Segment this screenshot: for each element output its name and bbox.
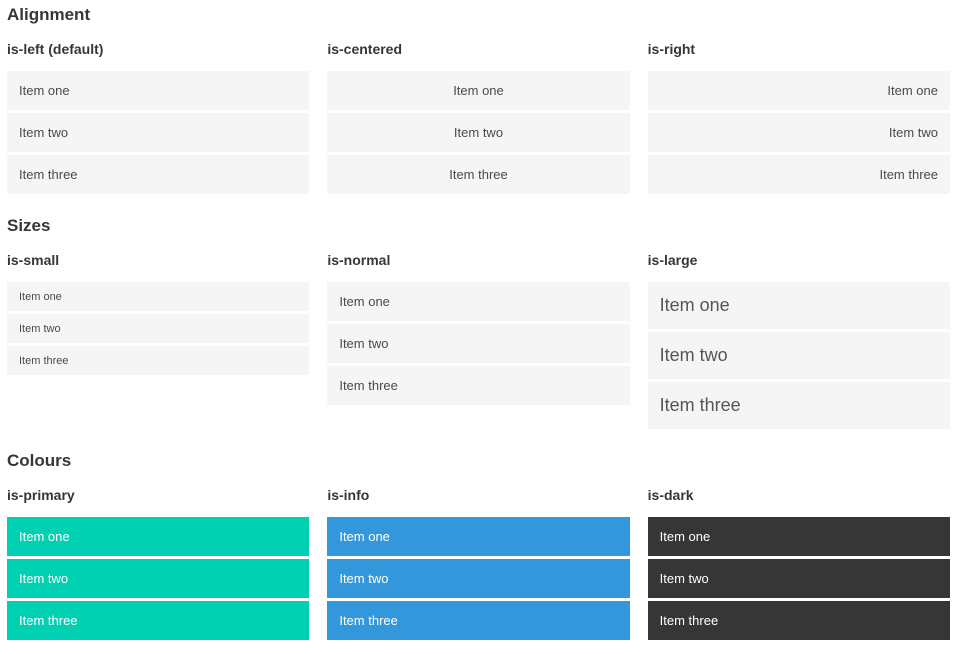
- item-list-normal: Item one Item two Item three: [327, 282, 630, 405]
- sizes-grid: is-small Item one Item two Item three is…: [7, 237, 950, 432]
- list-item: Item two: [327, 113, 630, 152]
- colours-grid: is-primary Item one Item two Item three …: [7, 472, 950, 643]
- list-item: Item one: [647, 71, 950, 110]
- list-item: Item three: [7, 346, 310, 375]
- section-title-alignment: Alignment: [7, 5, 91, 24]
- list-item: Item two: [7, 314, 310, 343]
- item-list-primary: Item one Item two Item three: [7, 517, 310, 640]
- column-is-centered: is-centered Item one Item two Item three: [327, 26, 630, 197]
- section-title-sizes: Sizes: [7, 216, 51, 235]
- list-item: Item two: [647, 559, 950, 598]
- list-item: Item two: [327, 559, 630, 598]
- section-alignment: Alignment is-left (default) Item one Ite…: [7, 4, 950, 197]
- list-item: Item three: [327, 366, 630, 405]
- list-item: Item one: [647, 517, 950, 556]
- group-label-is-centered: is-centered: [327, 41, 403, 57]
- list-item: Item two: [647, 113, 950, 152]
- column-is-normal: is-normal Item one Item two Item three: [327, 237, 630, 408]
- item-list-large: Item one Item two Item three: [647, 282, 950, 429]
- list-item: Item three: [7, 601, 310, 640]
- list-item: Item three: [647, 155, 950, 194]
- list-item: Item three: [7, 155, 310, 194]
- list-item: Item one: [647, 282, 950, 329]
- column-is-info: is-info Item one Item two Item three: [327, 472, 630, 643]
- item-list-small: Item one Item two Item three: [7, 282, 310, 375]
- list-item: Item two: [647, 332, 950, 379]
- item-list-right: Item one Item two Item three: [647, 71, 950, 194]
- list-item: Item three: [647, 601, 950, 640]
- column-is-right: is-right Item one Item two Item three: [647, 26, 950, 197]
- item-list-centered: Item one Item two Item three: [327, 71, 630, 194]
- list-item: Item one: [7, 71, 310, 110]
- list-item: Item one: [7, 517, 310, 556]
- group-label-is-normal: is-normal: [327, 252, 391, 268]
- group-label-is-dark: is-dark: [647, 487, 694, 503]
- group-label-is-primary: is-primary: [7, 487, 75, 503]
- group-label-is-right: is-right: [647, 41, 696, 57]
- list-item: Item three: [327, 155, 630, 194]
- section-colours: Colours is-primary Item one Item two Ite…: [7, 450, 950, 643]
- group-label-is-info: is-info: [327, 487, 370, 503]
- list-item: Item one: [7, 282, 310, 311]
- group-label-is-small: is-small: [7, 252, 60, 268]
- column-is-dark: is-dark Item one Item two Item three: [647, 472, 950, 643]
- item-list-dark: Item one Item two Item three: [647, 517, 950, 640]
- alignment-grid: is-left (default) Item one Item two Item…: [7, 26, 950, 197]
- column-is-left: is-left (default) Item one Item two Item…: [7, 26, 310, 197]
- list-item: Item three: [327, 601, 630, 640]
- list-item: Item one: [327, 282, 630, 321]
- column-is-large: is-large Item one Item two Item three: [647, 237, 950, 432]
- item-list-left: Item one Item two Item three: [7, 71, 310, 194]
- list-item: Item one: [327, 517, 630, 556]
- list-item: Item one: [327, 71, 630, 110]
- column-is-primary: is-primary Item one Item two Item three: [7, 472, 310, 643]
- section-title-colours: Colours: [7, 451, 72, 470]
- section-sizes: Sizes is-small Item one Item two Item th…: [7, 215, 950, 432]
- group-label-is-large: is-large: [647, 252, 698, 268]
- list-item: Item two: [7, 559, 310, 598]
- list-item: Item two: [327, 324, 630, 363]
- list-item: Item two: [7, 113, 310, 152]
- item-list-info: Item one Item two Item three: [327, 517, 630, 640]
- column-is-small: is-small Item one Item two Item three: [7, 237, 310, 378]
- list-item: Item three: [647, 382, 950, 429]
- group-label-is-left: is-left (default): [7, 41, 104, 57]
